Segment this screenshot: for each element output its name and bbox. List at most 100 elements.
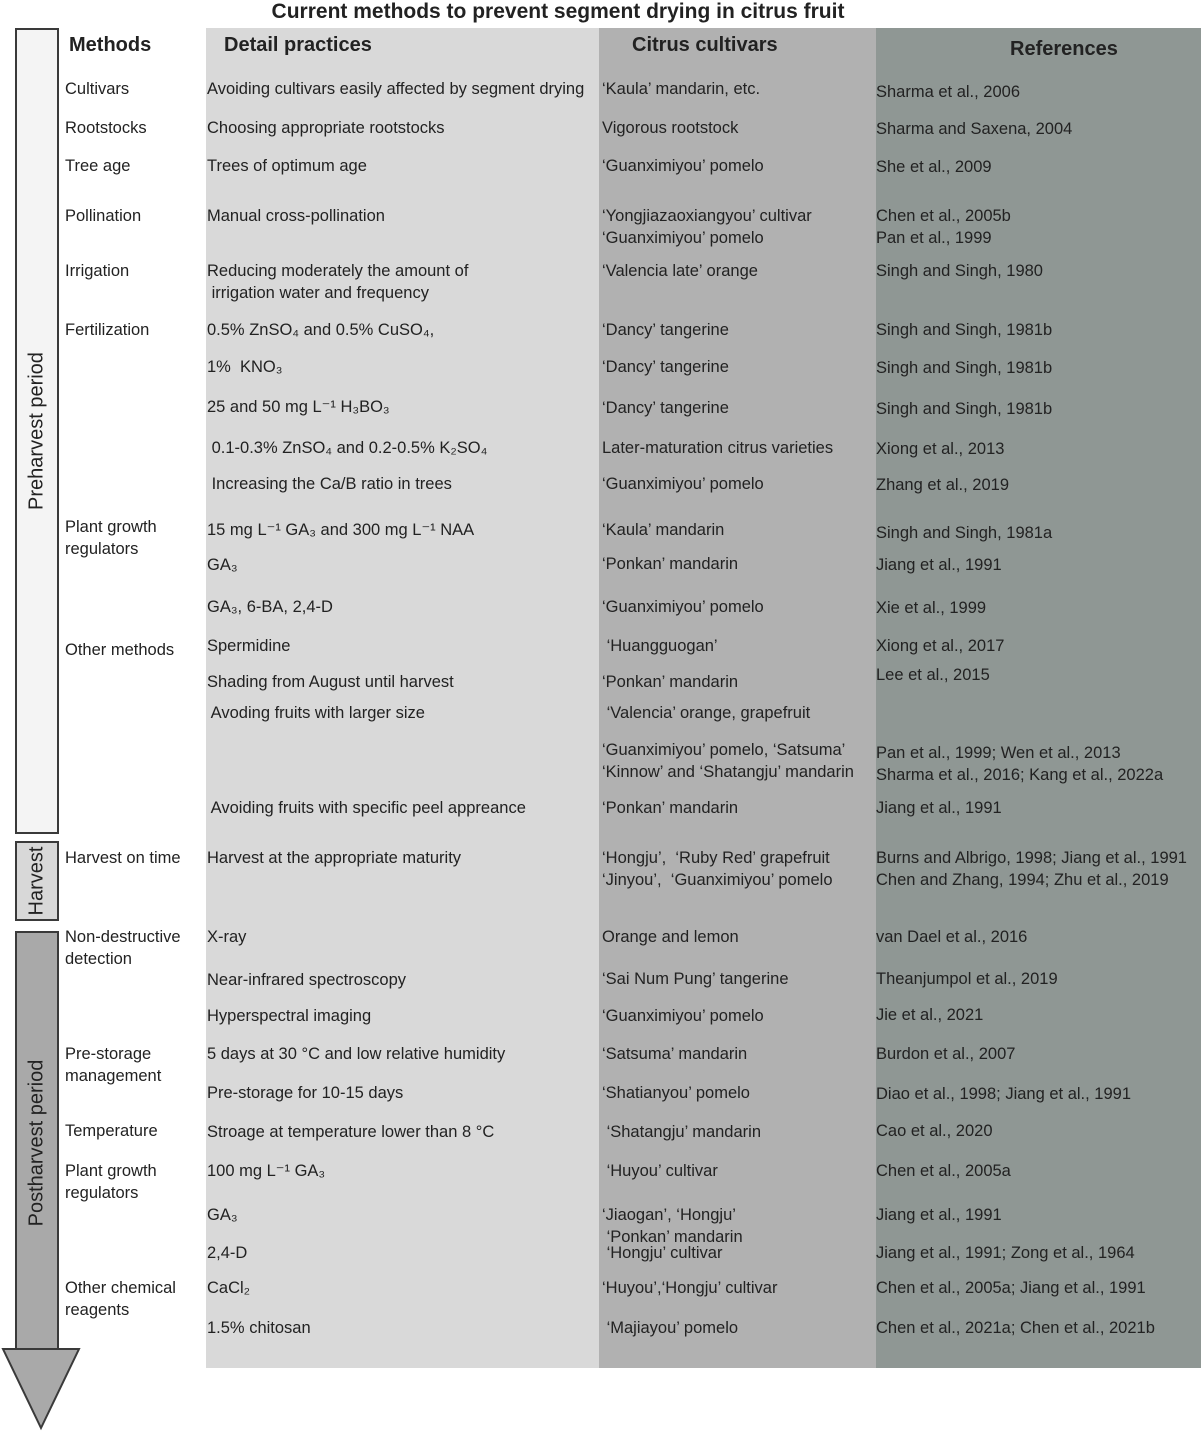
practice-cell: GA₃ — [207, 1206, 238, 1224]
cultivar-cell: ‘Yongjiazaoxiangyou’ cultivar ‘Guanximiy… — [602, 207, 812, 247]
practice-cell: 25 and 50 mg L⁻¹ H₃BO₃ — [207, 398, 390, 416]
method-cell: Rootstocks — [65, 119, 147, 137]
header-methods: Methods — [69, 34, 152, 56]
cultivar-cell: ‘Valencia’ orange, grapefruit — [602, 704, 811, 722]
practice-cell: Shading from August until harvest — [207, 673, 454, 691]
reference-cell: Burdon et al., 2007 — [876, 1045, 1016, 1063]
practice-cell: Harvest at the appropriate maturity — [207, 849, 462, 867]
postharvest-label: Postharvest period — [25, 1059, 48, 1226]
practice-cell: Pre-storage for 10-15 days — [207, 1084, 404, 1102]
cultivar-cell: ‘Ponkan’ mandarin — [602, 555, 739, 573]
cultivar-cell: ‘Guanximiyou’ pomelo, ‘Satsuma’ ‘Kinnow’… — [602, 741, 854, 781]
method-cell: Other methods — [65, 641, 175, 659]
practice-cell: 1.5% chitosan — [207, 1319, 311, 1337]
preharvest-period-box: Preharvest period — [15, 28, 59, 834]
cultivar-cell: ‘Dancy’ tangerine — [602, 399, 729, 417]
cultivar-cell: ‘Guanximiyou’ pomelo — [602, 1007, 764, 1025]
practice-cell: Stroage at temperature lower than 8 °C — [207, 1123, 495, 1141]
reference-cell: Singh and Singh, 1981b — [876, 321, 1053, 339]
cultivar-cell: ‘Dancy’ tangerine — [602, 358, 729, 376]
practice-cell: Near-infrared spectroscopy — [207, 971, 406, 989]
cultivar-cell: ‘Guanximiyou’ pomelo — [602, 157, 764, 175]
practice-cell: X-ray — [207, 928, 247, 946]
practice-cell: 0.1-0.3% ZnSO₄ and 0.2-0.5% K₂SO₄ — [207, 439, 488, 457]
cultivar-cell: ‘Satsuma’ mandarin — [602, 1045, 748, 1063]
down-arrow-head-icon — [1, 1348, 81, 1431]
practice-cell: Avoiding cultivars easily affected by se… — [207, 80, 585, 98]
reference-cell: Sharma and Saxena, 2004 — [876, 120, 1073, 138]
practice-cell: Avoding fruits with larger size — [207, 704, 425, 722]
references-column-bg — [876, 28, 1201, 1368]
harvest-label: Harvest — [25, 846, 48, 916]
practice-cell: Reducing moderately the amount of irriga… — [207, 262, 469, 302]
cultivar-cell: ‘Kaula’ mandarin, etc. — [602, 80, 761, 98]
reference-cell: Singh and Singh, 1981a — [876, 524, 1053, 542]
reference-cell: Chen et al., 2021a; Chen et al., 2021b — [876, 1319, 1155, 1337]
cultivar-cell: ‘Shatianyou’ pomelo — [602, 1084, 750, 1102]
cultivar-cell: ‘Valencia late’ orange — [602, 262, 758, 280]
cultivar-cell: ‘Huyou’ cultivar — [602, 1162, 718, 1180]
method-cell: Tree age — [65, 157, 131, 175]
practice-cell: GA₃, 6-BA, 2,4-D — [207, 598, 333, 616]
reference-cell: Pan et al., 1999; Wen et al., 2013 Sharm… — [876, 744, 1164, 784]
practice-cell: Spermidine — [207, 637, 291, 655]
cultivar-cell: ‘Ponkan’ mandarin — [602, 673, 739, 691]
reference-cell: Xie et al., 1999 — [876, 599, 987, 617]
reference-cell: Chen et al., 2005a — [876, 1162, 1011, 1180]
practice-cell: Choosing appropriate rootstocks — [207, 119, 445, 137]
cultivar-cell: ‘Huyou’,‘Hongju’ cultivar — [602, 1279, 778, 1297]
header-practices: Detail practices — [224, 34, 372, 56]
cultivar-cell: Vigorous rootstock — [602, 119, 739, 137]
reference-cell: Jiang et al., 1991 — [876, 556, 1002, 574]
practice-cell: Trees of optimum age — [207, 157, 367, 175]
harvest-period-box: Harvest — [15, 841, 59, 921]
practice-cell: 100 mg L⁻¹ GA₃ — [207, 1162, 326, 1180]
practice-cell: 0.5% ZnSO₄ and 0.5% CuSO₄, — [207, 321, 435, 339]
practice-cell: Increasing the Ca/B ratio in trees — [207, 475, 452, 493]
reference-cell: Zhang et al., 2019 — [876, 476, 1010, 494]
practice-cell: Avoiding fruits with specific peel appre… — [207, 799, 526, 817]
reference-cell: Xiong et al., 2013 — [876, 440, 1005, 458]
reference-cell: Cao et al., 2020 — [876, 1122, 993, 1140]
reference-cell: van Dael et al., 2016 — [876, 928, 1028, 946]
method-cell: Irrigation — [65, 262, 130, 280]
reference-cell: Xiong et al., 2017 — [876, 637, 1005, 655]
cultivar-cell: Later-maturation citrus varieties — [602, 439, 834, 457]
reference-cell: Diao et al., 1998; Jiang et al., 1991 — [876, 1085, 1132, 1103]
reference-cell: Lee et al., 2015 — [876, 666, 990, 684]
cultivar-cell: ‘Jiaogan’, ‘Hongju’ ‘Ponkan’ mandarin — [602, 1206, 743, 1246]
reference-cell: Singh and Singh, 1981b — [876, 359, 1053, 377]
practice-cell: 1% KNO₃ — [207, 358, 283, 376]
header-cultivars: Citrus cultivars — [632, 34, 778, 56]
header-references: References — [1010, 38, 1118, 60]
reference-cell: Burns and Albrigo, 1998; Jiang et al., 1… — [876, 849, 1187, 889]
cultivar-cell: ‘Ponkan’ mandarin — [602, 799, 739, 817]
method-cell: Fertilization — [65, 321, 150, 339]
cultivar-cell: ‘Guanximiyou’ pomelo — [602, 598, 764, 616]
practice-cell: GA₃ — [207, 556, 238, 574]
preharvest-label: Preharvest period — [25, 352, 48, 510]
cultivar-cell: ‘Huangguogan’ — [602, 637, 718, 655]
method-cell: Harvest on time — [65, 849, 181, 867]
reference-cell: She et al., 2009 — [876, 158, 992, 176]
reference-cell: Sharma et al., 2006 — [876, 83, 1021, 101]
cultivar-cell: ‘Guanximiyou’ pomelo — [602, 475, 764, 493]
reference-cell: Jiang et al., 1991 — [876, 799, 1002, 817]
reference-cell: Chen et al., 2005b Pan et al., 1999 — [876, 207, 1011, 247]
cultivars-column-bg — [599, 28, 876, 1368]
reference-cell: Singh and Singh, 1980 — [876, 262, 1043, 280]
method-cell: Non-destructive detection — [65, 928, 181, 968]
method-cell: Pollination — [65, 207, 142, 225]
cultivar-cell: ‘Hongju’, ‘Ruby Red’ grapefruit ‘Jinyou’… — [602, 849, 833, 889]
practice-cell: 2,4-D — [207, 1244, 248, 1262]
reference-cell: Jie et al., 2021 — [876, 1006, 984, 1024]
method-cell: Plant growth regulators — [65, 518, 157, 558]
cultivar-cell: ‘Dancy’ tangerine — [602, 321, 729, 339]
cultivar-cell: Orange and lemon — [602, 928, 739, 946]
method-cell: Temperature — [65, 1122, 158, 1140]
cultivar-cell: ‘Shatangju’ mandarin — [602, 1123, 761, 1141]
reference-cell: Jiang et al., 1991; Zong et al., 1964 — [876, 1244, 1135, 1262]
postharvest-period-box: Postharvest period — [15, 931, 59, 1352]
reference-cell: Theanjumpol et al., 2019 — [876, 970, 1058, 988]
